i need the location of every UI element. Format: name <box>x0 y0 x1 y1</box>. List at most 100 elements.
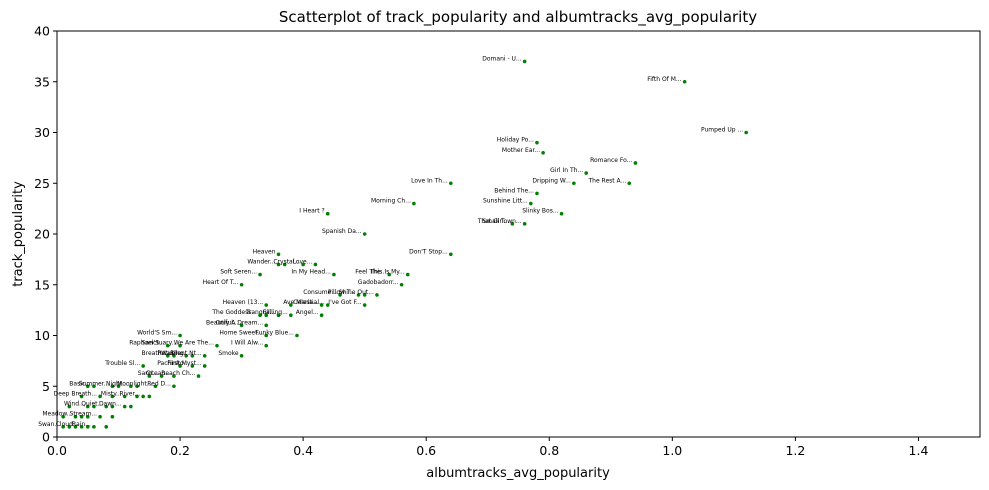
point-label: Behind The... <box>494 187 534 194</box>
data-point <box>264 343 269 348</box>
point-label: Raphael'S... <box>129 340 165 347</box>
point-label: Spanish Da... <box>322 228 362 235</box>
point-label: The Goddess... <box>211 309 257 316</box>
point-label: Feel The... <box>355 269 386 276</box>
point-label: Mother Ear... <box>502 147 540 154</box>
data-point <box>147 394 152 399</box>
data-point <box>73 425 78 429</box>
data-point <box>92 425 96 429</box>
data-point <box>276 262 281 267</box>
data-point <box>141 364 145 368</box>
point-label: Celestial... <box>293 299 325 306</box>
data-point <box>325 303 330 307</box>
data-point <box>85 414 90 419</box>
data-point <box>92 404 96 409</box>
data-point <box>110 404 115 409</box>
data-point <box>529 201 533 206</box>
data-point <box>264 303 269 307</box>
point-label: Dripping W... <box>532 177 571 184</box>
point-label: Beautiful... <box>206 319 239 326</box>
data-point <box>129 384 133 389</box>
data-point <box>258 313 262 318</box>
data-point <box>313 262 318 267</box>
data-point <box>522 59 527 64</box>
point-label: Love... <box>293 258 313 265</box>
data-point <box>264 323 269 328</box>
data-point <box>79 414 84 419</box>
point-label: Heaven <box>253 248 276 255</box>
point-label: Breathe... <box>142 350 171 357</box>
point-label: World'S Sm... <box>137 330 177 337</box>
data-point <box>190 364 195 368</box>
data-point <box>202 364 207 368</box>
point-label: Heaven (13... <box>223 299 264 306</box>
data-point <box>184 354 189 358</box>
point-label: Don'T Stop... <box>409 248 448 255</box>
data-point <box>295 333 299 338</box>
data-point <box>178 333 182 338</box>
point-label: Sunshine Litt... <box>483 198 528 205</box>
data-point <box>449 181 453 186</box>
data-point <box>67 425 72 429</box>
point-label: Domani - U... <box>482 55 521 62</box>
point-label: Girl In Th... <box>550 167 583 174</box>
data-point <box>172 384 176 389</box>
data-point <box>412 201 416 206</box>
y-tick-label: 15 <box>34 277 50 292</box>
point-label: Ave Maria... <box>283 299 318 306</box>
point-label: Ocean... <box>146 370 171 377</box>
point-label: That Girl... <box>477 218 510 225</box>
data-point <box>362 303 367 307</box>
data-point <box>110 384 115 389</box>
data-point <box>535 140 539 145</box>
data-point <box>73 414 78 419</box>
data-point <box>276 252 281 257</box>
point-label: Rain... <box>72 421 91 428</box>
data-point <box>375 293 379 297</box>
data-point <box>147 374 152 378</box>
point-label: Shine Out... <box>339 289 374 296</box>
data-point <box>85 425 90 429</box>
point-label: I Heart ? <box>299 208 324 215</box>
data-point <box>319 303 324 307</box>
data-point <box>135 394 139 399</box>
data-point <box>744 130 748 135</box>
data-point <box>338 293 342 297</box>
point-label: Consume... <box>303 289 337 296</box>
y-axis-label: track_popularity <box>11 181 26 287</box>
data-point <box>239 354 244 358</box>
y-tick-label: 25 <box>34 176 50 191</box>
data-point <box>79 394 84 399</box>
data-point <box>510 222 515 226</box>
point-label: Funky Blue... <box>256 330 295 337</box>
x-tick-label: 1.4 <box>909 443 929 458</box>
point-label: We Are The... <box>174 340 214 347</box>
data-point <box>67 404 72 409</box>
data-point <box>362 232 367 236</box>
data-point <box>178 343 182 348</box>
point-label: Silent Nt... <box>170 350 202 357</box>
data-point <box>104 425 109 429</box>
data-point <box>172 354 176 358</box>
point-label: Fifth Of M... <box>647 76 681 83</box>
data-point <box>301 262 305 267</box>
x-tick-label: 0.0 <box>47 443 67 458</box>
data-point <box>541 151 545 155</box>
point-label: Summer... <box>79 380 110 387</box>
x-tick-label: 0.8 <box>539 443 559 458</box>
point-label: Heart Of T... <box>203 279 239 286</box>
y-tick-label: 30 <box>34 125 50 140</box>
point-label: Love In Th... <box>411 177 448 184</box>
data-point <box>135 384 139 389</box>
point-label: Stream... <box>70 411 98 418</box>
data-point <box>104 404 109 409</box>
point-label: Night... <box>106 380 128 387</box>
data-point <box>282 262 287 267</box>
y-tick-label: 35 <box>34 74 50 89</box>
point-label: Morning Ch... <box>371 198 411 205</box>
y-tick-label: 10 <box>34 328 50 343</box>
data-point <box>239 323 244 328</box>
data-point <box>332 272 336 277</box>
plot-frame <box>56 30 981 438</box>
